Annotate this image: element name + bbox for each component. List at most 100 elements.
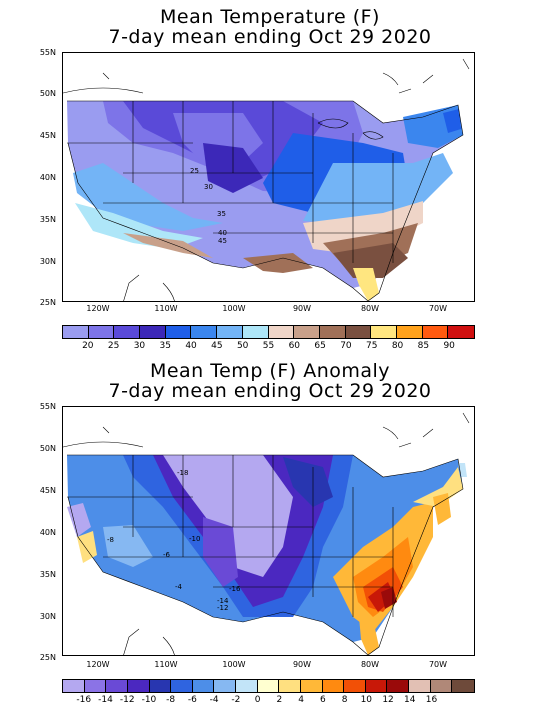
colorbar-tick-label: 0 (254, 695, 261, 705)
lat-label: 30N (39, 612, 56, 621)
colorbar-tick-label: 25 (107, 341, 120, 351)
colorbar-tick-label: 10 (360, 695, 373, 705)
contour-label: -10 (189, 535, 200, 543)
colorbar-swatch (165, 326, 192, 338)
colorbar-tick-label: 80 (391, 341, 404, 351)
colorbar-tick-label: -10 (141, 695, 157, 705)
panel1-subtitle: 7-day mean ending Oct 29 2020 (108, 26, 432, 48)
contour-label: -16 (229, 585, 241, 593)
state-boundaries (67, 454, 464, 655)
temperature-map-graphic: 25 30 35 40 45 (63, 58, 470, 301)
lon-label: 90W (292, 660, 312, 669)
colorbar-swatch (319, 326, 346, 338)
lat-label: 45N (39, 131, 56, 140)
colorbar-tick-label: -12 (119, 695, 135, 705)
colorbar-swatch (192, 680, 215, 692)
contour-label: -6 (163, 551, 171, 559)
panel1-title: Mean Temperature (F) (160, 6, 380, 28)
panel2-subtitle: 7-day mean ending Oct 29 2020 (108, 380, 432, 402)
colorbar-tick-label: 6 (319, 695, 326, 705)
colorbar-swatch (127, 680, 150, 692)
contour-label: -14 (217, 597, 229, 605)
us-temperature-fill (67, 101, 463, 301)
colorbar-tick-label: 12 (382, 695, 394, 705)
colorbar-swatch (257, 680, 280, 692)
colorbar-swatch (300, 680, 323, 692)
colorbar-tick-label: -2 (231, 695, 241, 705)
colorbar-tick-label: -6 (187, 695, 197, 705)
lon-label: 110W (154, 304, 178, 313)
lat-label: 45N (39, 486, 56, 495)
temperature-map: 25 30 35 40 45 (62, 52, 475, 302)
colorbar-swatch (106, 680, 128, 692)
colorbar-tick-label: 30 (133, 341, 146, 351)
colorbar-tick-label: -4 (209, 695, 219, 705)
anomaly-contour-labels: -18 -8 -6 -4 -10 -14 -12 -16 (107, 469, 241, 612)
lon-label: 120W (86, 304, 110, 313)
canada-coastline (63, 58, 470, 301)
colorbar-tick-label: 50 (236, 341, 249, 351)
lon-label: 90W (292, 304, 312, 313)
contour-label: -12 (217, 604, 228, 612)
colorbar-swatch (268, 326, 295, 338)
contour-label: -8 (107, 536, 114, 544)
anomaly-map-graphic: -18 -8 -6 -4 -10 -14 -12 -16 (63, 412, 470, 655)
colorbar-tick-label: 35 (159, 341, 171, 351)
colorbar-tick-label: 8 (341, 695, 348, 705)
colorbar-tick-label: 55 (262, 341, 275, 351)
colorbar-swatch (191, 326, 218, 338)
lon-label: 100W (222, 304, 246, 313)
colorbar-swatch (322, 680, 345, 692)
colorbar-swatch (214, 680, 236, 692)
lon-label: 80W (360, 660, 380, 669)
contour-label: -4 (175, 583, 183, 591)
lat-label: 50N (39, 444, 56, 453)
colorbar-swatch (365, 680, 388, 692)
lon-label: 70W (428, 304, 448, 313)
lat-label: 40N (39, 528, 56, 537)
colorbar-tick-label: 60 (288, 341, 301, 351)
lon-label: 100W (222, 660, 246, 669)
anomaly-map: -18 -8 -6 -4 -10 -14 -12 -16 (62, 406, 475, 656)
colorbar-swatch (422, 326, 449, 338)
colorbar-swatch (140, 326, 166, 338)
lat-label: 25N (39, 298, 56, 307)
colorbar-swatch (149, 680, 172, 692)
lat-label: 40N (39, 173, 56, 182)
colorbar-swatch (236, 680, 258, 692)
lon-label: 80W (360, 304, 380, 313)
colorbar-swatch (114, 326, 141, 338)
colorbar-tick-label: 85 (417, 341, 430, 351)
colorbar-tick-label: 75 (366, 341, 378, 351)
great-lakes (317, 118, 384, 140)
colorbar-swatch (387, 680, 409, 692)
lat-label: 35N (39, 570, 56, 579)
colorbar-swatch (430, 680, 453, 692)
colorbar-tick-label: -16 (76, 695, 92, 705)
colorbar-swatch (344, 680, 366, 692)
colorbar-tick-label: 14 (404, 695, 416, 705)
lat-label: 35N (39, 215, 56, 224)
colorbar-tick-label: 16 (425, 695, 438, 705)
colorbar-swatch (84, 680, 107, 692)
colorbar-tick-label: -14 (98, 695, 113, 705)
colorbar-swatch (371, 326, 397, 338)
colorbar-tick-label: 40 (185, 341, 197, 351)
colorbar-swatch (396, 326, 423, 338)
colorbar-swatch (345, 326, 372, 338)
temp-contour-labels: 25 30 35 40 45 (190, 167, 227, 245)
colorbar-swatch (63, 680, 85, 692)
contour-label: 45 (218, 237, 227, 245)
colorbar-swatch (409, 680, 431, 692)
contour-label: 35 (217, 210, 226, 218)
contour-label: 40 (218, 229, 227, 237)
colorbar-swatch (63, 326, 89, 338)
anomaly-colorbar (62, 679, 475, 693)
lat-label: 55N (39, 48, 56, 57)
colorbar-tick-label: 90 (443, 341, 455, 351)
contour-label: 25 (190, 167, 199, 175)
lat-label: 25N (39, 653, 56, 662)
colorbar-tick-label: 2 (276, 695, 283, 705)
colorbar-tick-label: 65 (314, 341, 326, 351)
colorbar-swatch (242, 326, 269, 338)
